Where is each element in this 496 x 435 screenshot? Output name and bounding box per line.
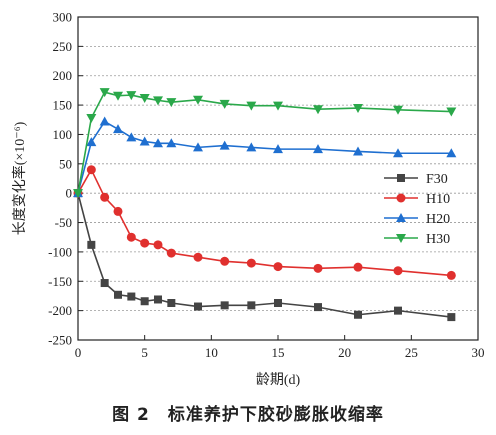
data-point-h10: [273, 262, 283, 272]
data-point-h20: [313, 144, 323, 154]
y-tick-label: 0: [66, 186, 73, 201]
y-tick-label: -200: [48, 303, 72, 318]
data-point-h30: [73, 189, 83, 199]
data-point-f30: [140, 297, 149, 306]
data-point-h20: [113, 124, 123, 134]
x-tick-label: 0: [75, 345, 82, 360]
data-point-h30: [153, 96, 163, 106]
data-point-h20: [193, 142, 203, 152]
data-point-h10: [100, 192, 110, 202]
legend-marker-h30: [396, 234, 406, 243]
data-point-h30: [86, 114, 97, 124]
series-line-f30: [77, 192, 452, 318]
y-tick-label: 200: [53, 68, 73, 83]
data-point-h30: [113, 91, 123, 101]
data-point-h20: [446, 148, 457, 158]
data-point-h30: [446, 107, 457, 117]
legend-marker-f30: [397, 174, 405, 182]
data-point-h30: [393, 105, 403, 115]
data-point-h10: [246, 258, 256, 268]
x-axis-title: 龄期(d): [256, 372, 301, 388]
y-tick-label: -250: [48, 333, 72, 348]
legend-marker-h10: [396, 193, 406, 203]
data-point-f30: [220, 301, 229, 310]
y-tick-label: -50: [55, 215, 72, 230]
legend-label-h20: H20: [426, 212, 450, 227]
data-point-h20: [166, 138, 177, 148]
data-point-f30: [394, 306, 402, 315]
data-point-h20: [246, 142, 257, 152]
x-tick-label: 10: [205, 345, 218, 360]
data-point-h30: [193, 95, 203, 105]
line-chart: -250 -200 -150 -100 -50 0 50 100 150 200 250 300 0 5 1…: [11, 10, 485, 389]
data-point-h10: [113, 206, 123, 216]
data-point-f30: [127, 292, 136, 301]
data-point-h20: [219, 140, 230, 150]
data-point-f30: [154, 295, 162, 304]
data-point-h10: [353, 262, 363, 272]
data-point-f30: [100, 279, 109, 288]
x-tick-label: 30: [472, 345, 485, 360]
data-point-h20: [153, 138, 163, 148]
y-tick-label: 100: [53, 127, 73, 142]
x-tick-label: 20: [338, 345, 351, 360]
data-point-h20: [353, 146, 363, 156]
data-point-h30: [273, 101, 283, 111]
series-line-h10: [77, 167, 452, 277]
data-point-h10: [126, 232, 136, 242]
data-point-f30: [247, 301, 256, 310]
x-tick-label: 25: [405, 345, 418, 360]
data-point-h10: [166, 248, 176, 258]
legend-label-f30: F30: [426, 172, 448, 187]
data-point-h30: [246, 101, 257, 111]
data-point-h10: [313, 263, 323, 273]
data-point-h30: [126, 91, 137, 101]
y-tick-label: 250: [53, 39, 73, 54]
data-point-h10: [393, 266, 403, 276]
legend-label-h30: H30: [426, 232, 450, 247]
data-point-h20: [86, 137, 97, 147]
y-tick-label: 150: [53, 98, 73, 113]
data-point-h30: [219, 99, 230, 109]
data-point-h30: [99, 88, 110, 98]
y-axis-title: 长度变化率(×10⁻⁶): [11, 121, 28, 235]
legend-marker-h20: [396, 213, 406, 222]
data-point-h10: [220, 256, 230, 266]
x-tick-label: 5: [141, 345, 148, 360]
data-point-h10: [153, 240, 163, 250]
series-line-h20: [77, 120, 452, 194]
y-tick-label: -150: [48, 274, 72, 289]
data-point-f30: [194, 302, 202, 311]
data-point-h20: [139, 136, 150, 146]
data-point-h30: [313, 105, 323, 115]
data-point-f30: [354, 310, 362, 319]
data-point-h10: [446, 270, 456, 280]
data-point-f30: [447, 313, 456, 322]
series-line-h30: [77, 91, 452, 194]
y-tick-label: 50: [59, 156, 72, 171]
data-point-f30: [87, 240, 96, 249]
data-point-h10: [140, 238, 150, 248]
data-point-h20: [126, 132, 137, 142]
data-point-h20: [99, 116, 110, 126]
legend-label-h10: H10: [426, 192, 450, 207]
data-point-f30: [114, 290, 122, 299]
data-point-h30: [139, 94, 150, 104]
y-tick-label: 300: [53, 10, 73, 25]
data-point-f30: [167, 299, 176, 308]
y-tick-label: -100: [48, 244, 72, 259]
data-point-h20: [393, 148, 403, 158]
data-point-h30: [166, 98, 177, 108]
x-tick-label: 15: [272, 345, 285, 360]
data-point-h10: [193, 252, 203, 262]
data-point-f30: [314, 303, 322, 312]
data-point-f30: [274, 299, 282, 308]
data-point-h30: [353, 104, 363, 114]
figure-caption: 图 2 标准养护下胶砂膨胀收缩率: [112, 405, 384, 425]
data-point-h20: [273, 144, 283, 154]
data-point-h10: [86, 165, 96, 175]
